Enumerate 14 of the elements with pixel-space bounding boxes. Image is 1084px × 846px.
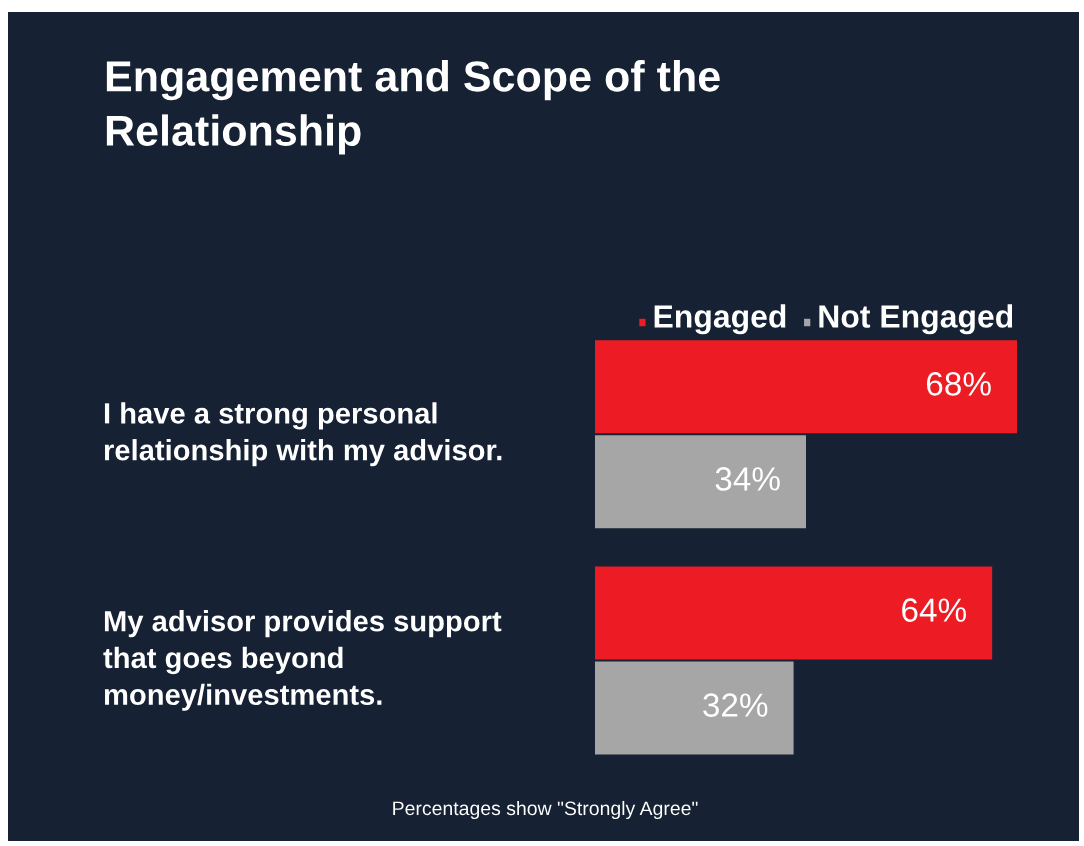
legend-label: Not Engaged [819, 304, 1013, 335]
chart-title: Engagement and Scope of the Relationship [106, 60, 720, 155]
bar [595, 435, 806, 529]
legend-label: Engaged [654, 304, 786, 335]
data-label: 34% [715, 467, 780, 491]
bar [595, 566, 993, 660]
bar [595, 661, 794, 755]
bar [595, 340, 1017, 434]
text: Percentages show "Strongly Agree" [393, 800, 698, 820]
data-label: 68% [926, 372, 991, 396]
y-tick-label: I have a strong personal relationship with my advisor. [104, 402, 502, 467]
data-label: 32% [703, 693, 768, 717]
y-tick-label: My advisor provides support that goes beyond money/investments. [103, 610, 502, 711]
data-label: 64% [902, 598, 966, 622]
